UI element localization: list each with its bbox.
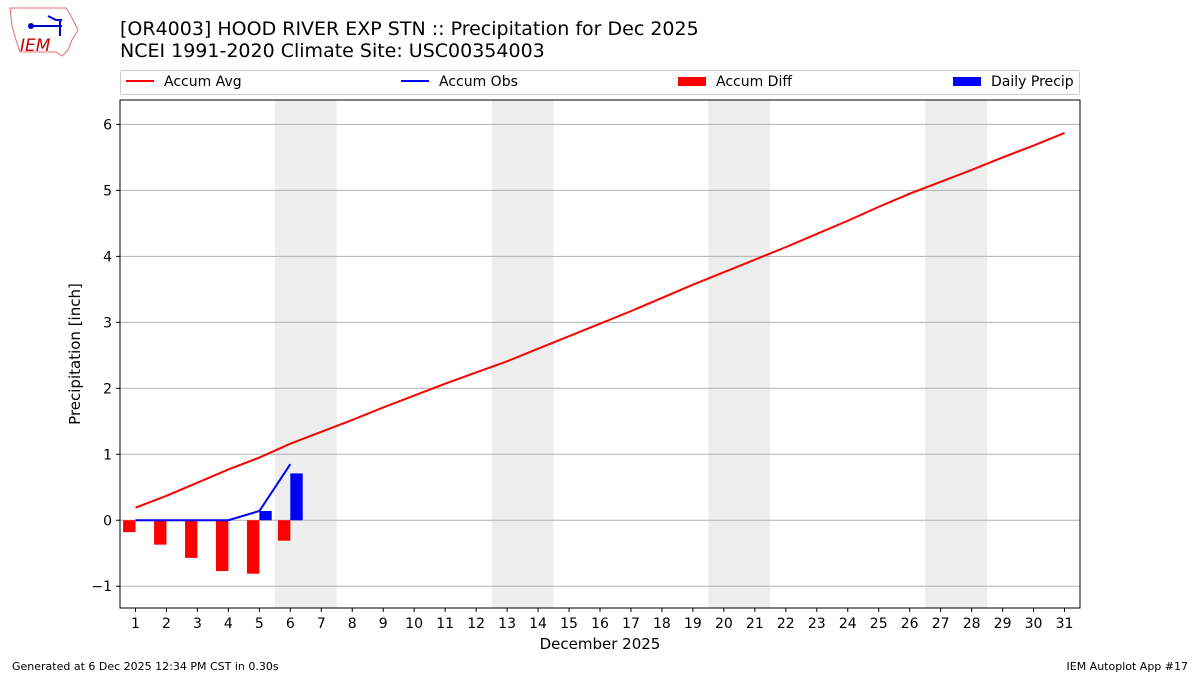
legend-label: Daily Precip	[991, 74, 1074, 90]
x-tick-label: 8	[348, 616, 357, 632]
bar-accum-diff	[185, 520, 198, 558]
bar-accum-diff	[123, 520, 136, 533]
y-tick-label: −1	[91, 579, 112, 595]
bar-accum-diff	[216, 520, 229, 572]
x-tick-label: 24	[839, 616, 857, 632]
x-tick-label: 21	[746, 616, 764, 632]
x-axis-label: December 2025	[540, 635, 661, 653]
x-tick-label: 16	[591, 616, 609, 632]
x-tick-label: 31	[1056, 616, 1074, 632]
plot-frame	[119, 99, 1081, 609]
x-tick-label: 22	[777, 616, 795, 632]
x-tick-label: 7	[317, 616, 326, 632]
x-tick-label: 1	[131, 616, 140, 632]
y-tick-label: 2	[103, 381, 112, 397]
y-tick-label: 0	[103, 513, 112, 529]
y-tick-label: 4	[103, 249, 112, 265]
iem-logo: IEM	[9, 7, 79, 57]
x-tick-label: 15	[560, 616, 578, 632]
x-tick-label: 27	[932, 616, 950, 632]
x-tick-label: 17	[622, 616, 640, 632]
x-tick-label: 19	[684, 616, 702, 632]
x-tick-label: 30	[1025, 616, 1043, 632]
y-tick-label: 6	[103, 117, 112, 133]
footer-app: IEM Autoplot App #17	[1067, 660, 1189, 673]
legend-swatch	[953, 77, 981, 86]
chart-subtitle: NCEI 1991-2020 Climate Site: USC00354003	[120, 40, 545, 62]
weekend-shade	[708, 100, 771, 608]
line-accum-avg	[135, 132, 1065, 509]
x-tick-label: 18	[653, 616, 671, 632]
legend-label: Accum Diff	[716, 74, 792, 90]
line-accum-obs	[135, 463, 292, 522]
chart-title: [OR4003] HOOD RIVER EXP STN :: Precipita…	[120, 18, 699, 40]
x-tick-label: 2	[162, 616, 171, 632]
x-tick-label: 26	[901, 616, 919, 632]
x-tick-label: 14	[529, 616, 547, 632]
legend-label: Accum Obs	[439, 74, 518, 90]
x-tick-label: 5	[255, 616, 264, 632]
x-tick-label: 28	[963, 616, 981, 632]
y-tick-label: 1	[103, 447, 112, 463]
x-tick-label: 3	[193, 616, 202, 632]
x-tick-label: 11	[436, 616, 454, 632]
y-tick-label: 3	[103, 315, 112, 331]
x-tick-label: 13	[498, 616, 516, 632]
x-tick-label: 20	[715, 616, 733, 632]
x-tick-label: 9	[379, 616, 388, 632]
svg-text:IEM: IEM	[20, 36, 51, 56]
bar-accum-diff	[154, 520, 167, 545]
x-tick-label: 23	[808, 616, 826, 632]
bar-accum-diff	[246, 520, 260, 574]
bar-accum-diff	[277, 520, 291, 541]
x-tick-label: 6	[286, 616, 295, 632]
legend: Accum Avg Accum Obs Accum Diff Daily Precip	[120, 70, 1080, 95]
x-tick-label: 12	[467, 616, 485, 632]
x-tick-label: 29	[994, 616, 1012, 632]
footer-generated: Generated at 6 Dec 2025 12:34 PM CST in …	[12, 660, 279, 673]
y-tick-label: 5	[103, 183, 112, 199]
legend-swatch	[678, 77, 706, 86]
legend-label: Accum Avg	[164, 74, 242, 90]
y-axis-label: Precipitation [inch]	[66, 283, 84, 425]
x-tick-label: 4	[224, 616, 233, 632]
x-tick-label: 10	[405, 616, 423, 632]
bar-daily-precip	[290, 473, 303, 521]
bar-daily-precip	[259, 511, 272, 521]
x-tick-label: 25	[870, 616, 888, 632]
